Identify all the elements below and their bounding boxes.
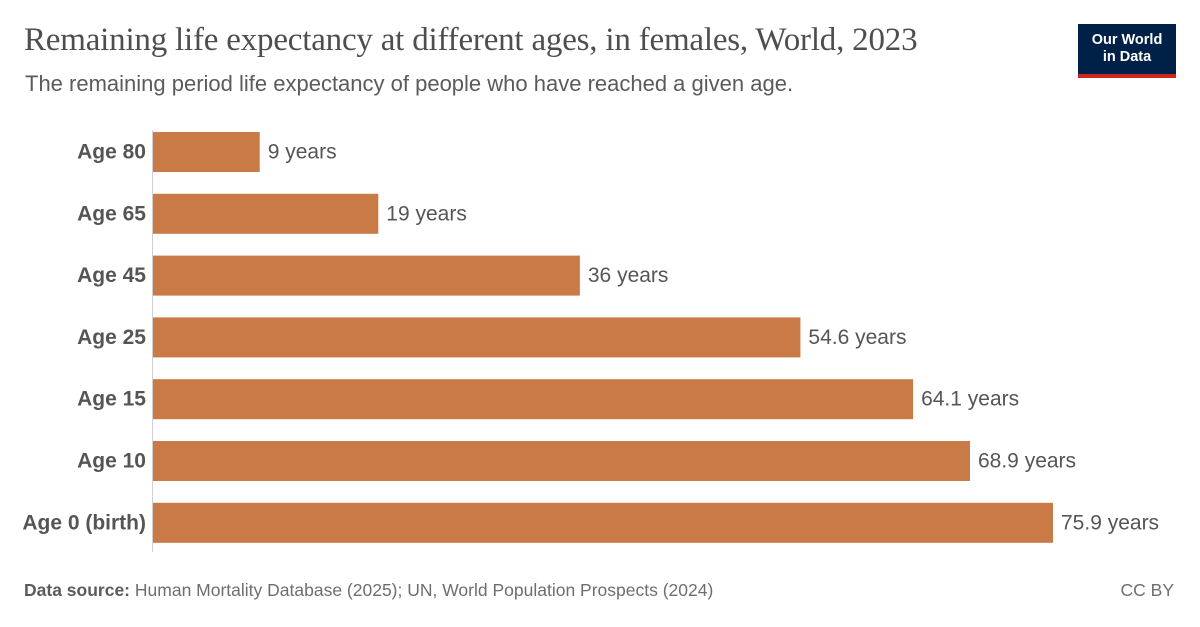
category-label: Age 25 — [77, 326, 146, 349]
bar[interactable] — [153, 193, 379, 234]
value-label: 64.1 years — [921, 388, 1019, 411]
data-source-text[interactable]: Human Mortality Database (2025); UN, Wor… — [134, 580, 714, 600]
bar[interactable] — [153, 441, 970, 481]
bar[interactable] — [153, 132, 260, 172]
value-label: 19 years — [386, 202, 467, 225]
bar[interactable] — [153, 502, 1053, 543]
category-label: Age 15 — [77, 388, 146, 411]
value-label: 68.9 years — [978, 450, 1076, 473]
data-source-label: Data source: — [24, 580, 131, 600]
category-label: Age 80 — [77, 141, 146, 164]
value-label: 36 years — [588, 264, 669, 287]
bar[interactable] — [153, 317, 801, 358]
logo-line-1: Our World — [1091, 32, 1163, 48]
category-label: Age 0 (birth) — [22, 511, 146, 534]
value-label: 9 years — [268, 141, 337, 164]
chart-title: Remaining life expectancy at different a… — [24, 22, 918, 58]
value-label: 54.6 years — [808, 326, 906, 349]
bar[interactable] — [153, 255, 580, 296]
value-label: 75.9 years — [1061, 511, 1159, 534]
data-source: Data source: Human Mortality Database (2… — [24, 580, 713, 601]
category-label: Age 10 — [77, 450, 146, 473]
chart-subtitle: The remaining period life expectancy of … — [25, 71, 794, 96]
logo-line-2: in Data — [1102, 49, 1152, 65]
bars-group: Age 80 9 years Age 65 19 years Age 45 36 year… — [22, 132, 1159, 543]
owid-logo[interactable]: Our World in Data — [1078, 24, 1176, 78]
bar[interactable] — [153, 379, 914, 420]
license-link[interactable]: CC BY — [1120, 580, 1174, 600]
category-label: Age 65 — [77, 202, 146, 225]
category-label: Age 45 — [77, 264, 146, 287]
